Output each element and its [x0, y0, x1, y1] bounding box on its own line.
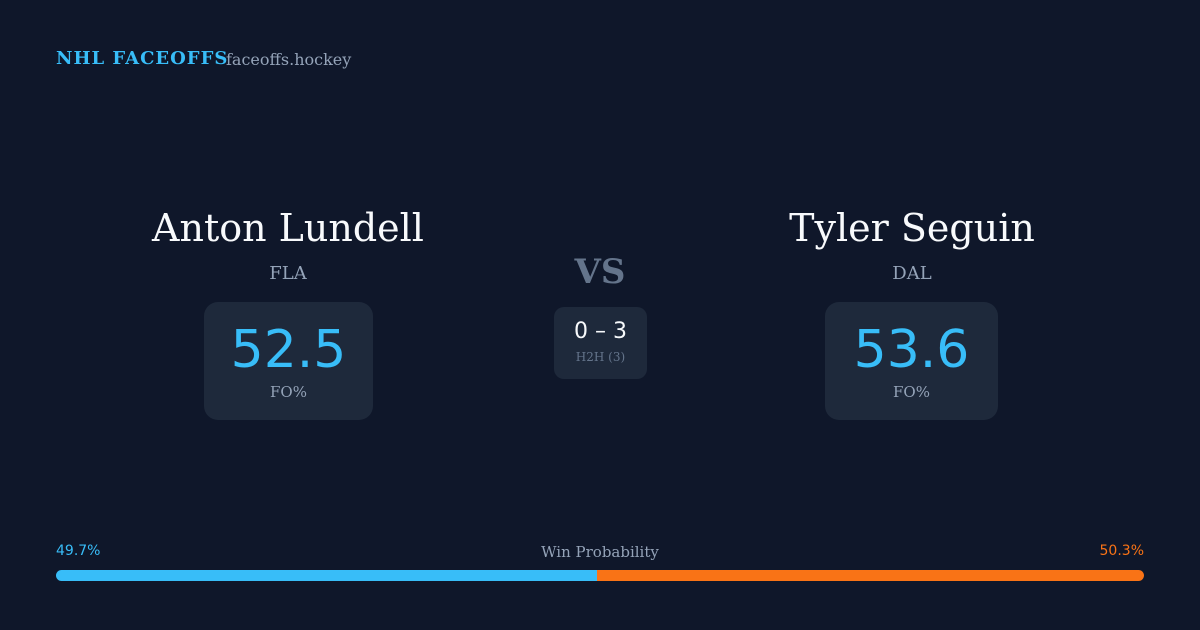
- stat-label: FO%: [893, 383, 930, 401]
- player-name: Tyler Seguin: [789, 206, 1035, 250]
- stat-card: 53.6 FO%: [825, 302, 998, 420]
- win-prob-bar: [56, 570, 1144, 581]
- team: DAL: [892, 263, 932, 284]
- team: FLA: [269, 263, 307, 284]
- h2h-card: 0 – 3 H2H (3): [554, 307, 647, 379]
- h2h-score: 0 – 3: [574, 319, 627, 344]
- stat-value: 52.5: [230, 320, 347, 380]
- win-prob-title: Win Probability: [541, 543, 659, 561]
- h2h-label: H2H (3): [575, 350, 626, 364]
- stat-card: 52.5 FO%: [204, 302, 373, 420]
- site-name: faceoffs.hockey: [226, 50, 352, 69]
- win-prob-segment: [596, 570, 1144, 581]
- win-prob-label: 49.7%: [56, 543, 101, 559]
- vs: VS: [574, 252, 626, 292]
- win-prob-segment: [56, 570, 597, 581]
- brand-title: NHL FACEOFFS: [56, 48, 229, 69]
- stat-label: FO%: [270, 383, 307, 401]
- player-name: Anton Lundell: [152, 206, 424, 250]
- stat-value: 53.6: [853, 320, 970, 380]
- win-prob-label: 50.3%: [1099, 543, 1144, 559]
